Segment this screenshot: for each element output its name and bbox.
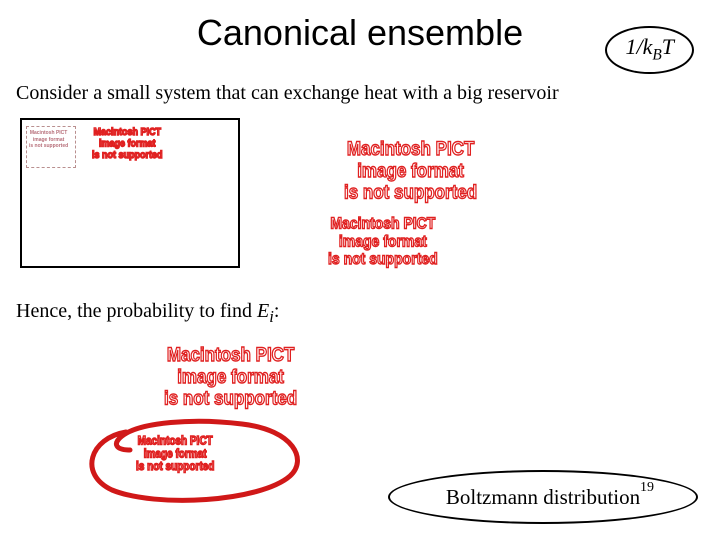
kbt-sub: B	[652, 46, 661, 63]
pict-error-lower: Macintosh PICT image format is not suppo…	[164, 344, 297, 410]
kbt-part2: T	[662, 34, 674, 59]
intro-line: Consider a small system that can exchang…	[16, 82, 559, 105]
probability-line: Hence, the probability to find Ei:	[16, 300, 279, 327]
page-number: 19	[640, 480, 654, 496]
boltzmann-label: Boltzmann distribution	[446, 485, 640, 510]
pict-error-right: Macintosh PICT image format is not suppo…	[344, 138, 477, 204]
kbt-part1: 1/k	[625, 34, 652, 59]
pict-error-tiny: Macintosh PICT image format is not suppo…	[29, 131, 68, 150]
slide: Canonical ensemble 1/kBT Consider a smal…	[0, 0, 720, 540]
prob-prefix: Hence, the probability to find	[16, 300, 257, 322]
boltzmann-callout: Boltzmann distribution	[388, 470, 698, 524]
prob-suffix: :	[274, 300, 280, 322]
hand-drawn-circle	[82, 416, 302, 502]
pict-error-small: Macintosh PICT image format is not suppo…	[92, 126, 163, 161]
kbt-callout: 1/kBT	[605, 26, 694, 74]
prob-E: E	[257, 300, 269, 322]
pict-error-mid: Macintosh PICT image format is not suppo…	[328, 214, 438, 268]
